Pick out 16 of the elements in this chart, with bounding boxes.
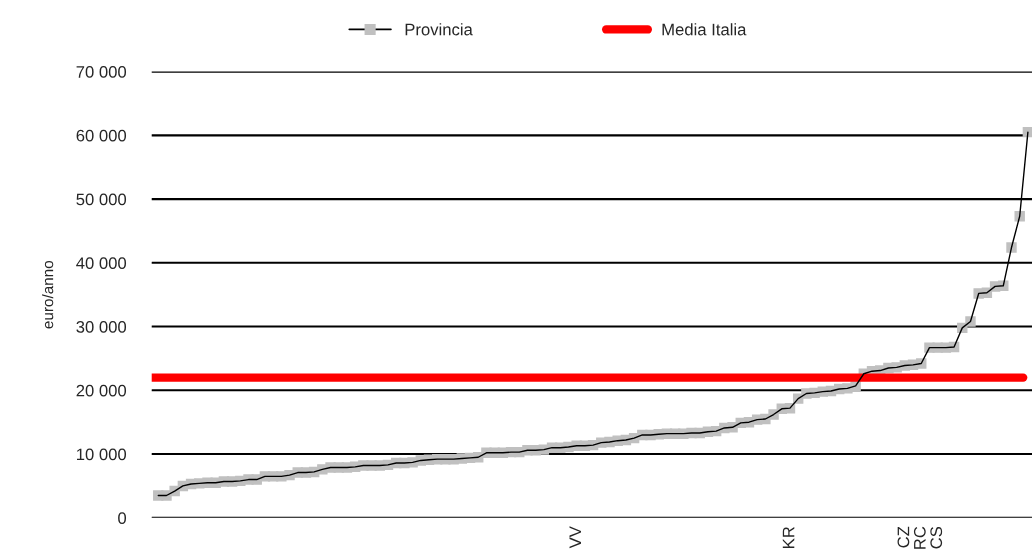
y-tick-label: 40 000 bbox=[76, 257, 127, 270]
x-tick-label: CZ bbox=[897, 526, 910, 548]
y-tick-label: 50 000 bbox=[76, 193, 127, 206]
legend-label: Provincia bbox=[405, 23, 473, 36]
y-tick-label: 60 000 bbox=[76, 129, 127, 142]
y-tick-label: 0 bbox=[118, 512, 127, 525]
legend-label: Media Italia bbox=[662, 23, 747, 36]
x-tick-label: KR bbox=[782, 526, 795, 548]
x-tick-label: CS bbox=[930, 526, 943, 549]
y-tick-label: 70 000 bbox=[76, 66, 127, 78]
x-tick-label: VV bbox=[569, 526, 581, 549]
y-tick-label: 30 000 bbox=[76, 320, 127, 333]
x-tick-label: RC bbox=[913, 526, 926, 549]
y-tick-label: 20 000 bbox=[76, 384, 127, 397]
y-axis-title: euro/anno bbox=[42, 260, 54, 329]
y-tick-label: 10 000 bbox=[77, 448, 127, 461]
